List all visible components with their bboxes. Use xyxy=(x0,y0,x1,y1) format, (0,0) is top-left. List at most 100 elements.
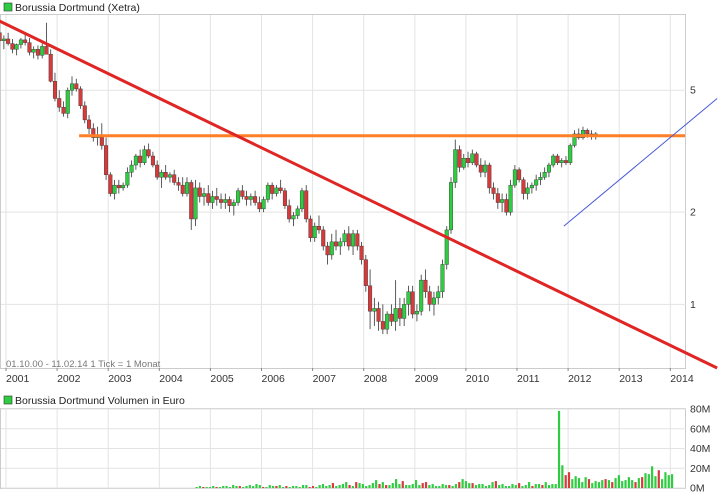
candle-body xyxy=(1,38,6,41)
candle xyxy=(491,182,496,200)
candle xyxy=(368,269,373,330)
candle-body xyxy=(48,54,53,82)
candle xyxy=(304,185,309,223)
candle xyxy=(453,139,458,188)
candle-body xyxy=(142,149,147,163)
candle xyxy=(287,199,292,223)
volume-bar xyxy=(288,487,291,488)
volume-bar xyxy=(198,486,202,488)
candle-body xyxy=(74,83,79,90)
volume-bars xyxy=(195,410,674,488)
volume-bar xyxy=(215,487,218,488)
volume-bar xyxy=(594,481,597,488)
candle-body xyxy=(414,311,419,315)
candle xyxy=(397,297,402,327)
candle xyxy=(10,38,15,54)
candle xyxy=(470,149,475,166)
candle-body xyxy=(70,83,75,91)
price-y-tick-labels: 5 2 1 xyxy=(690,85,696,311)
candle xyxy=(325,241,330,265)
candle-body xyxy=(295,208,300,216)
candle xyxy=(500,193,505,213)
volume-bar xyxy=(571,479,574,488)
candle xyxy=(534,174,539,191)
volume-bar xyxy=(311,486,315,488)
candle xyxy=(444,226,449,270)
volume-bar xyxy=(421,483,424,488)
candle xyxy=(457,145,462,173)
candle-body xyxy=(44,46,49,55)
candle xyxy=(219,193,224,209)
candle xyxy=(61,101,66,117)
volume-bar xyxy=(624,480,627,488)
candle-body xyxy=(65,90,70,114)
volume-bar xyxy=(355,482,358,488)
candle-body xyxy=(351,233,356,247)
candle-body xyxy=(52,81,57,99)
volume-bar xyxy=(248,485,251,488)
candle xyxy=(253,190,258,206)
volume-bar xyxy=(351,486,354,488)
candle xyxy=(555,153,560,166)
candle xyxy=(70,76,75,96)
volume-bar xyxy=(321,484,325,488)
volume-bar xyxy=(654,476,657,488)
candle-body xyxy=(393,308,398,322)
price-x-tick-label: 2014 xyxy=(670,373,694,385)
candle xyxy=(82,101,87,124)
volume-bar xyxy=(524,485,527,488)
volume-bar xyxy=(631,480,634,488)
candle-body xyxy=(440,264,445,292)
candle-body xyxy=(189,182,194,220)
candle-body xyxy=(581,130,586,138)
candle-body xyxy=(172,174,177,183)
downtrend-line xyxy=(0,19,718,370)
candle-body xyxy=(133,155,138,166)
candle xyxy=(581,126,586,140)
candle xyxy=(542,167,547,180)
volume-bar xyxy=(205,487,208,488)
candle xyxy=(129,160,134,178)
volume-bar xyxy=(498,485,501,488)
candle-body xyxy=(529,184,534,189)
volume-bar xyxy=(464,481,468,488)
candle xyxy=(376,301,381,331)
candle xyxy=(87,115,92,134)
price-x-tick-label: 2009 xyxy=(415,373,439,385)
volume-bar xyxy=(474,485,478,488)
candle-body xyxy=(176,182,181,186)
candle xyxy=(248,193,253,206)
candle-body xyxy=(14,44,19,50)
candle-body xyxy=(278,187,283,191)
volume-bar xyxy=(531,486,534,488)
volume-bar xyxy=(228,487,231,488)
candle-body xyxy=(31,49,36,53)
candle xyxy=(406,285,411,316)
candle-body xyxy=(376,308,381,322)
volume-bar xyxy=(375,480,378,488)
uptrend-line xyxy=(563,98,718,227)
volume-bar xyxy=(285,486,288,488)
candle xyxy=(436,285,441,305)
candle xyxy=(478,158,483,178)
volume-bar xyxy=(541,485,544,488)
candle-body xyxy=(448,182,453,231)
volume-bar xyxy=(418,485,421,488)
volume-bar xyxy=(348,485,351,488)
price-x-tick-label: 2012 xyxy=(568,373,592,385)
volume-bar xyxy=(504,486,507,488)
candle-body xyxy=(346,233,351,247)
candle-body xyxy=(342,233,347,243)
candle-body xyxy=(444,229,449,265)
volume-bar xyxy=(202,487,205,488)
candle-body xyxy=(563,160,568,163)
volume-bar xyxy=(614,478,617,488)
candle-body xyxy=(483,164,488,173)
candle-body xyxy=(6,38,11,44)
candle-body xyxy=(559,160,564,163)
candle xyxy=(346,226,351,251)
candle xyxy=(44,22,49,55)
candle xyxy=(159,169,164,188)
candle-body xyxy=(240,190,245,197)
candle xyxy=(342,229,347,247)
